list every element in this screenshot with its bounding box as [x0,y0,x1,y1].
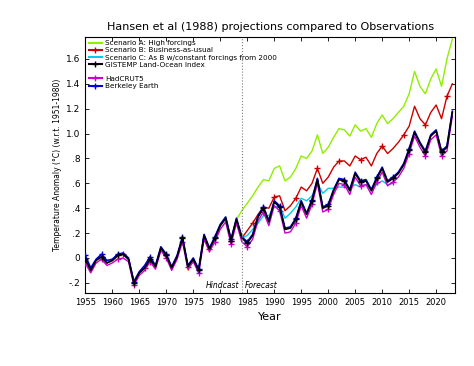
Title: Hansen et al (1988) projections compared to Observations: Hansen et al (1988) projections compared… [107,22,434,31]
Legend: Scenario A: High forcings, Scenario B: Business-as-usual, Scenario C: As B w/con: Scenario A: High forcings, Scenario B: B… [88,39,278,90]
X-axis label: Year: Year [258,312,282,322]
Y-axis label: Temperature Anomaly (°C) (w.r.t. 1951-1980): Temperature Anomaly (°C) (w.r.t. 1951-19… [53,79,62,251]
Text: Hindcast: Hindcast [206,281,239,290]
Text: Forecast: Forecast [245,281,277,290]
